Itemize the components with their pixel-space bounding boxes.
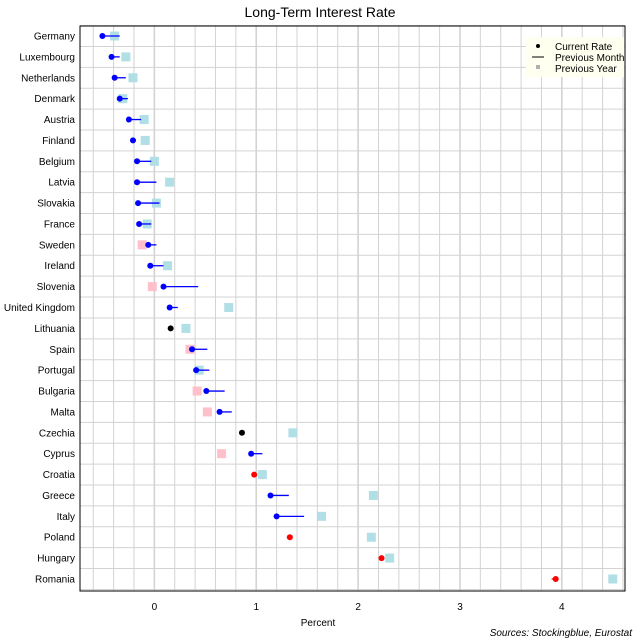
category-label: Finland (42, 136, 75, 147)
category-label: Luxembourg (19, 52, 75, 63)
x-tick-label: 2 (355, 602, 361, 613)
current-rate-dot (286, 534, 293, 541)
prev-year-mark (121, 52, 131, 62)
marks (99, 31, 618, 584)
category-label: Netherlands (21, 73, 75, 84)
category-label: France (44, 219, 76, 230)
category-label: Austria (44, 115, 76, 126)
prev-year-mark (139, 115, 149, 125)
prev-year-mark (257, 470, 267, 480)
category-label: Belgium (39, 157, 75, 168)
legend-current: Current Rate (555, 42, 613, 53)
prev-year-mark (149, 156, 159, 166)
legend-current-marker (536, 44, 540, 48)
category-label: Ireland (44, 261, 75, 272)
prev-year-mark (202, 407, 212, 417)
current-rate-dot (160, 283, 167, 290)
category-label: Germany (34, 32, 75, 43)
plot-border (79, 25, 626, 592)
legend-prev-year-marker (536, 65, 540, 69)
prev-year-mark (181, 323, 191, 333)
category-label: Malta (51, 407, 76, 418)
category-label: Cyprus (43, 449, 75, 460)
category-label: Czechia (39, 428, 76, 439)
category-label: Poland (44, 533, 75, 544)
category-label: Croatia (43, 470, 76, 481)
prev-year-mark (366, 532, 376, 542)
current-rate-dot (111, 74, 118, 81)
x-tick-label: 1 (253, 602, 259, 613)
category-label: Latvia (48, 178, 75, 189)
current-rate-dot (167, 325, 174, 332)
prev-year-mark (140, 135, 150, 145)
x-axis-label: Percent (301, 618, 336, 629)
category-label: Greece (42, 491, 75, 502)
legend: Current Rate Previous Month Previous Yea… (526, 37, 624, 77)
category-label: Romania (35, 575, 75, 586)
current-rate-dot (238, 429, 245, 436)
current-rate-dot (189, 346, 196, 353)
current-rate-dot (552, 576, 559, 582)
current-rate-dot (125, 116, 132, 123)
category-label: Italy (57, 512, 75, 523)
x-ticks: 0 1 2 3 4 (152, 602, 565, 613)
category-label: Bulgaria (38, 387, 75, 398)
prev-year-mark (192, 386, 202, 396)
current-rate-dot (99, 33, 106, 39)
current-rate-dot (216, 408, 223, 415)
current-rate-dot (267, 492, 274, 499)
source-note: Sources: Stockingblue, Eurostat (490, 628, 634, 639)
prev-year-mark (368, 490, 378, 500)
current-rate-dot (193, 367, 200, 374)
prev-year-mark (385, 553, 395, 563)
x-tick-label: 4 (559, 602, 565, 613)
prev-year-mark (163, 261, 173, 271)
category-label: Denmark (34, 94, 76, 105)
current-rate-dot (134, 158, 141, 165)
x-tick-label: 0 (152, 602, 158, 613)
current-rate-dot (251, 471, 258, 478)
chart-title: Long-Term Interest Rate (245, 4, 396, 20)
current-rate-dot (145, 241, 152, 248)
current-rate-dot (378, 555, 385, 562)
category-label: Lithuania (34, 324, 75, 335)
category-label: Portugal (38, 366, 75, 377)
category-label: Hungary (37, 554, 75, 565)
prev-year-mark (316, 511, 326, 521)
category-label: Sweden (39, 240, 75, 251)
category-label: Slovakia (37, 199, 75, 210)
current-rate-dot (108, 53, 115, 60)
prev-year-mark (147, 282, 157, 292)
prev-year-mark (137, 240, 147, 250)
legend-prev-month: Previous Month (555, 53, 624, 64)
prev-year-mark (165, 177, 175, 187)
current-rate-dot (116, 95, 123, 102)
prev-year-mark (608, 574, 618, 584)
grid (80, 25, 625, 591)
category-label: Spain (49, 345, 75, 356)
current-rate-dot (203, 388, 210, 395)
current-rate-dot (166, 304, 173, 311)
current-rate-dot (147, 262, 154, 269)
prev-year-mark (217, 449, 227, 459)
current-rate-dot (136, 220, 143, 227)
x-tick-label: 3 (457, 602, 463, 613)
category-labels: Germany Luxembourg Netherlands Denmark Austr… (4, 32, 76, 586)
current-rate-dot (134, 179, 141, 186)
current-rate-dot (273, 513, 280, 520)
category-label: United Kingdom (4, 303, 75, 314)
current-rate-dot (135, 200, 142, 207)
category-label: Slovenia (37, 282, 76, 293)
legend-prev-year: Previous Year (555, 64, 617, 75)
current-rate-dot (248, 450, 255, 457)
prev-year-mark (128, 73, 138, 83)
prev-year-mark (224, 303, 234, 312)
prev-year-mark (288, 428, 298, 438)
current-rate-dot (129, 137, 136, 144)
